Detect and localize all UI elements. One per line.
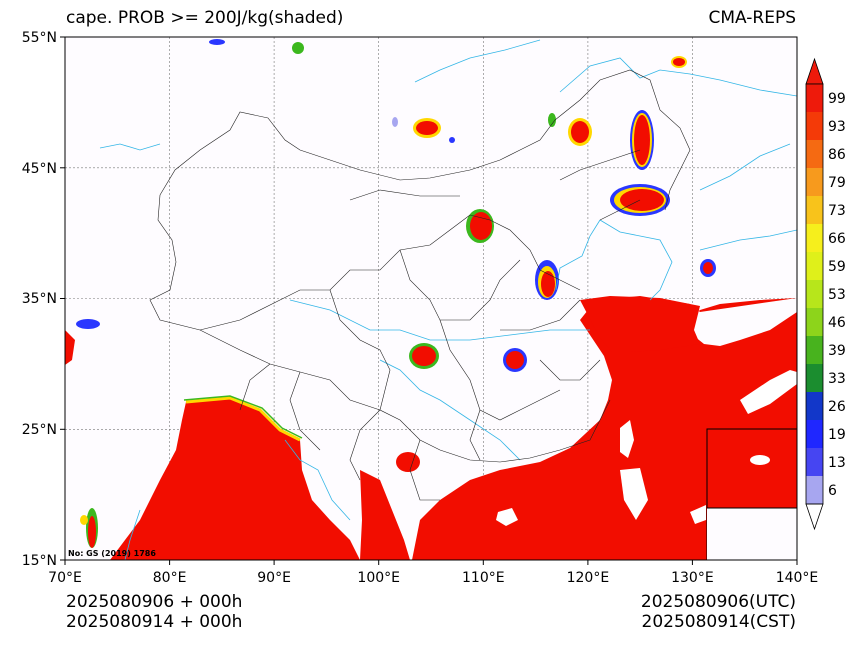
colorbar-segment (806, 168, 823, 197)
colorbar-segment (806, 308, 823, 337)
lat-label: 35°N (22, 291, 57, 307)
colorbar-label: 93 (828, 119, 846, 135)
cape-region-bay (110, 398, 360, 560)
colorbar-segment (806, 224, 823, 253)
map-title: cape. PROB >= 200J/kg(shaded) (66, 8, 344, 28)
lon-label: 120°E (567, 570, 610, 586)
colorbar-label: 86 (828, 147, 846, 163)
luzon-island (620, 468, 648, 520)
cape-blobs (76, 39, 716, 548)
colorbar-label: 13 (828, 455, 846, 471)
cape-region-south (412, 296, 797, 560)
colorbar-label: 33 (828, 371, 846, 387)
colorbar-segment (806, 112, 823, 141)
colorbar-segment (806, 336, 823, 365)
lon-label: 90°E (257, 570, 291, 586)
model-name: CMA-REPS (708, 8, 796, 28)
valid-cst: 2025080914(CST) (641, 612, 796, 632)
colorbar-label: 73 (828, 203, 846, 219)
colorbar-min-arrow (805, 503, 824, 531)
colorbar-label: 59 (828, 259, 846, 275)
colorbar-label: 39 (828, 343, 846, 359)
colorbar-label: 66 (828, 231, 846, 247)
lon-label: 100°E (357, 570, 400, 586)
lon-label: 140°E (776, 570, 819, 586)
borders (149, 69, 691, 501)
colorbar-segment (806, 252, 823, 281)
latitude-labels: 55°N 45°N 35°N 25°N 15°N (22, 30, 57, 569)
japan-island (740, 370, 797, 414)
longitude-labels: 70°E 80°E 90°E 100°E 110°E 120°E 130°E 1… (48, 570, 818, 586)
forecast-init-times: 2025080906 + 000h 2025080914 + 000h (66, 592, 242, 632)
colorbar-label: 79 (828, 175, 846, 191)
hainan-island (496, 508, 518, 526)
lat-label: 55°N (22, 30, 57, 46)
lat-label: 25°N (22, 422, 57, 438)
lat-label: 15°N (22, 553, 57, 569)
island-hole (690, 505, 706, 524)
forecast-valid-times: 2025080906(UTC) 2025080914(CST) (641, 592, 796, 632)
colorbar-segment (806, 448, 823, 477)
cape-region-southwest (360, 470, 410, 560)
init-utc: 2025080906 + 000h (66, 592, 243, 612)
colorbar-segment (806, 280, 823, 309)
colorbar: 99 93 86 79 73 66 59 53 46 39 33 26 19 13 6 (805, 57, 846, 531)
init-cst: 2025080914 + 000h (66, 612, 243, 632)
valid-utc: 2025080906(UTC) (640, 592, 796, 612)
coastlines (99, 39, 797, 560)
colorbar-label: 26 (828, 399, 846, 415)
colorbar-label: 46 (828, 315, 846, 331)
colorbar-label: 99 (828, 91, 846, 107)
lon-label: 130°E (671, 570, 714, 586)
colorbar-segment (806, 84, 823, 113)
cape-edge-band (185, 396, 301, 442)
axis-ticks (60, 36, 798, 565)
lon-label: 70°E (48, 570, 82, 586)
colorbar-label: 53 (828, 287, 846, 303)
cape-region-west-edge (65, 330, 75, 365)
taiwan-island (620, 420, 634, 458)
cape-region-east-sea (580, 296, 700, 352)
colorbar-label: 6 (828, 483, 837, 499)
lon-label: 80°E (153, 570, 187, 586)
colorbar-segment (806, 140, 823, 169)
colorbar-segment (806, 476, 823, 505)
colorbar-segment (806, 196, 823, 225)
colorbar-segment (806, 392, 823, 421)
lat-label: 45°N (22, 161, 57, 177)
colorbar-label: 19 (828, 427, 846, 443)
colorbar-segment (806, 364, 823, 393)
colorbar-max-arrow (805, 57, 824, 85)
cape-edge-band (183, 395, 303, 439)
colorbar-segment (806, 420, 823, 449)
lon-label: 110°E (462, 570, 505, 586)
map-approval-number: No: GS (2019) 1786 (68, 549, 156, 558)
